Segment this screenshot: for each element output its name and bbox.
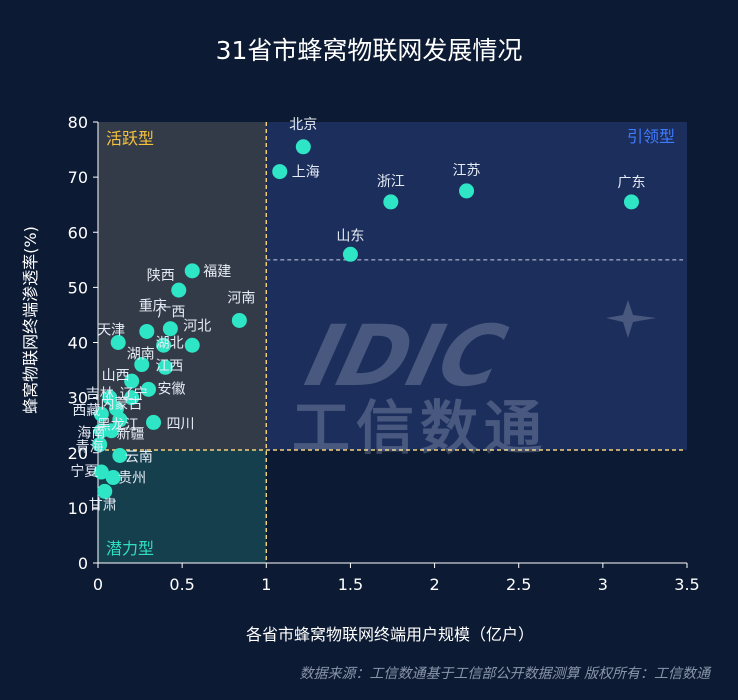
quadrant-potential [98,449,267,563]
point-label: 天津 [97,323,125,339]
data-point [157,359,173,375]
data-point [112,448,128,464]
point-label: 青海 [76,439,104,455]
point-label: 福建 [203,264,231,280]
point-label: 宁夏 [70,463,98,480]
data-point [97,483,113,499]
point-label: 湖南 [127,347,155,363]
y-tick-label: 70 [68,168,88,187]
data-point [105,470,121,486]
point-label: 黑龙江 [97,418,139,434]
data-point [139,323,155,339]
data-point [184,263,200,279]
x-tick-label: 2 [429,575,439,594]
data-point [93,464,109,480]
point-label: 江苏 [453,163,481,179]
point-label: 吉林 [86,387,114,403]
data-point [156,337,172,353]
watermark: IDIC 工信数通 [292,300,656,462]
x-axis-title: 各省市蜂窝物联网终端用户规模（亿户） [246,625,534,644]
point-label: 广西 [157,305,185,321]
point-label: 西藏 [72,403,100,419]
y-tick-label: 0 [78,554,88,573]
source-note: 数据来源：工信数通基于工信部公开数据测算 版权所有：工信数通 [300,666,712,682]
y-tick-label: 50 [68,278,88,297]
point-label: 河南 [227,290,255,306]
data-point [92,436,108,452]
x-tick-label: 2.5 [506,575,531,594]
point-label: 云南 [125,450,153,466]
quadrant-label-potential: 潜力型 [106,539,154,558]
x-tick-label: 0 [93,575,103,594]
y-tick-label: 60 [68,223,88,242]
data-point [162,321,178,337]
point-label: 河北 [183,318,211,334]
data-point [140,381,156,397]
data-point [623,194,639,210]
point-label: 重庆 [139,298,167,314]
point-label: 甘肃 [89,497,117,513]
data-point [459,183,475,199]
data-point [272,164,288,180]
data-point [383,194,399,210]
x-tick-label: 3 [598,575,608,594]
quadrant-label-active: 活跃型 [106,129,154,148]
point-label: 山东 [336,228,364,244]
x-tick-label: 1 [261,575,271,594]
chart-title: 31省市蜂窝物联网发展情况 [216,36,523,65]
point-label: 北京 [289,117,317,133]
data-point [93,406,109,422]
y-tick-label: 20 [68,444,88,463]
point-label: 四川 [167,416,195,432]
point-label: 湖北 [156,335,184,351]
point-label: 新疆 [116,427,144,443]
point-label: 内蒙古 [101,397,143,413]
watermark-logo: IDIC [297,308,515,405]
data-point [134,357,150,373]
data-point [112,412,128,428]
data-point [231,312,247,328]
point-label: 贵州 [118,471,146,487]
x-tick-label: 0.5 [169,575,194,594]
point-label: 辽宁 [120,386,148,403]
data-point [110,335,126,350]
y-tick-label: 10 [68,499,88,518]
data-point [124,373,140,389]
data-point [342,246,358,262]
data-point [295,139,311,155]
y-axis-title: 蜂窝物联网终端渗透率(%) [21,226,40,414]
watermark-name: 工信数通 [292,394,548,462]
data-point [184,337,200,353]
point-label: 浙江 [377,174,405,190]
data-point [124,390,140,406]
y-tick-label: 80 [68,113,88,132]
point-label: 山西 [102,368,130,384]
point-label: 上海 [292,165,320,181]
point-label: 江西 [155,358,183,374]
y-tick-label: 30 [68,389,88,408]
quadrant-leading [266,122,687,450]
data-point [103,423,119,439]
x-tick-label: 3.5 [674,575,699,594]
sparkle-icon [606,300,656,338]
x-tick-label: 1.5 [338,575,363,594]
point-label: 安徽 [157,381,185,397]
y-tick-label: 40 [68,334,88,353]
point-label: 广东 [617,175,645,191]
data-point [102,390,118,406]
point-label: 陕西 [147,268,175,284]
point-label: 海南 [77,426,105,442]
data-point [146,414,162,430]
data-point [171,282,187,298]
quadrant-label-leading: 引领型 [627,127,675,146]
